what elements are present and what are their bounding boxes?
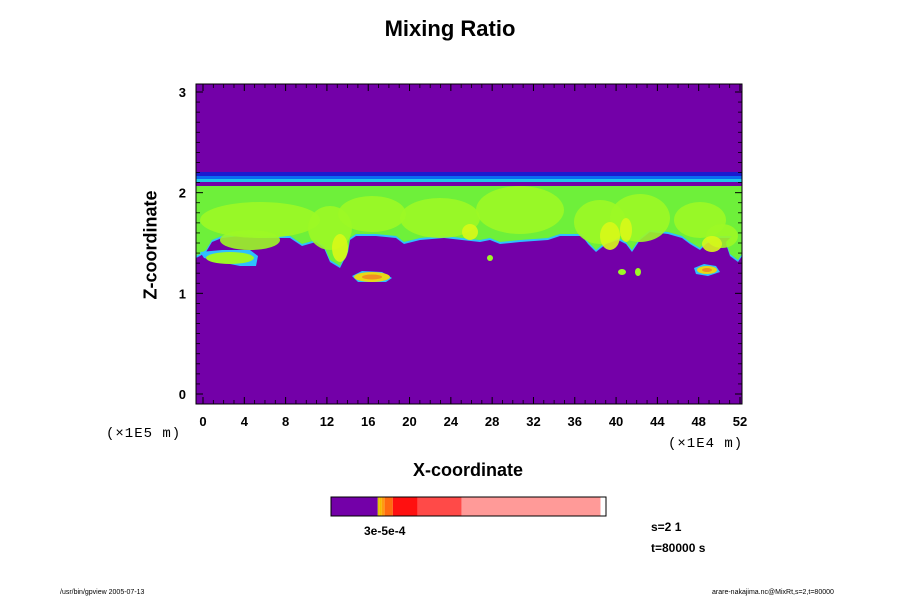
cloud-blob: [400, 198, 480, 238]
cloud-yellow-blob: [620, 218, 632, 242]
colorbar-segment: [379, 497, 382, 516]
x-axis-label: X-coordinate: [412, 460, 523, 480]
cloud-blob: [220, 230, 280, 250]
field-background: [196, 84, 742, 404]
cloud-top-dark: [196, 172, 742, 176]
colorbar-segment: [377, 497, 380, 516]
x-tick-label: 40: [609, 414, 623, 429]
y-tick-label: 3: [179, 85, 186, 100]
colorbar: [330, 496, 607, 517]
info-s: s=2 1: [651, 520, 682, 534]
x-tick-label: 4: [241, 414, 249, 429]
y-tick-label: 1: [179, 286, 186, 301]
patch-right-core: [702, 268, 712, 272]
cloud-speck: [635, 268, 641, 276]
x-tick-label: 48: [691, 414, 705, 429]
x-unit-label: (×1E4 m): [668, 436, 744, 452]
colorbar-segment: [461, 497, 601, 516]
x-tick-label: 20: [402, 414, 416, 429]
y-tick-label: 2: [179, 186, 186, 201]
chart-title: Mixing Ratio: [384, 16, 516, 41]
cloud-speck: [487, 255, 493, 261]
axis-ticks: [196, 84, 742, 404]
x-tick-label: 28: [485, 414, 499, 429]
cloud-yellow-blob: [462, 224, 478, 240]
footer-left: /usr/bin/gpview 2005-07-13: [60, 589, 145, 596]
cloud-yellow-blob: [702, 236, 722, 252]
cloud-top-blue: [196, 176, 742, 179]
cloud-speck: [618, 269, 626, 275]
plot-frame: [195, 83, 743, 405]
colorbar-segment: [417, 497, 462, 516]
colorbar-segment: [384, 497, 393, 516]
cloud-yellow-blob: [332, 234, 348, 262]
cloud-yellow-blob: [600, 222, 620, 250]
x-tick-label: 32: [526, 414, 540, 429]
x-tick-label: 44: [650, 414, 665, 429]
y-unit-label: (×1E5 m): [106, 426, 182, 442]
x-tick-label: 36: [568, 414, 582, 429]
x-tick-label: 8: [282, 414, 289, 429]
cloud-blob: [476, 186, 564, 234]
patch-left-inner: [206, 252, 254, 264]
colorbar-segment: [331, 497, 378, 516]
colorbar-frame: [330, 496, 607, 517]
colorbar-label: 3e-5e-4: [364, 524, 406, 538]
y-tick-label: 0: [179, 387, 186, 402]
x-tick-label: 16: [361, 414, 375, 429]
colorbar-segment: [392, 497, 418, 516]
x-tick-label: 24: [444, 414, 459, 429]
x-tick-label: 52: [733, 414, 747, 429]
mixing-ratio-field: [196, 84, 742, 404]
cloud-blob: [200, 202, 320, 238]
y-axis-label: Z-coordinate: [140, 190, 161, 300]
patch-mid-core: [362, 274, 382, 280]
x-tick-label: 0: [199, 414, 206, 429]
cloud-blob: [338, 196, 406, 232]
x-tick-label: 12: [320, 414, 334, 429]
footer-right: arare-nakajima.nc@MixRt,s=2,t=80000: [712, 589, 834, 596]
info-t: t=80000 s: [651, 541, 706, 555]
colorbar-segment: [381, 497, 385, 516]
cloud-top-cyan: [196, 179, 742, 182]
